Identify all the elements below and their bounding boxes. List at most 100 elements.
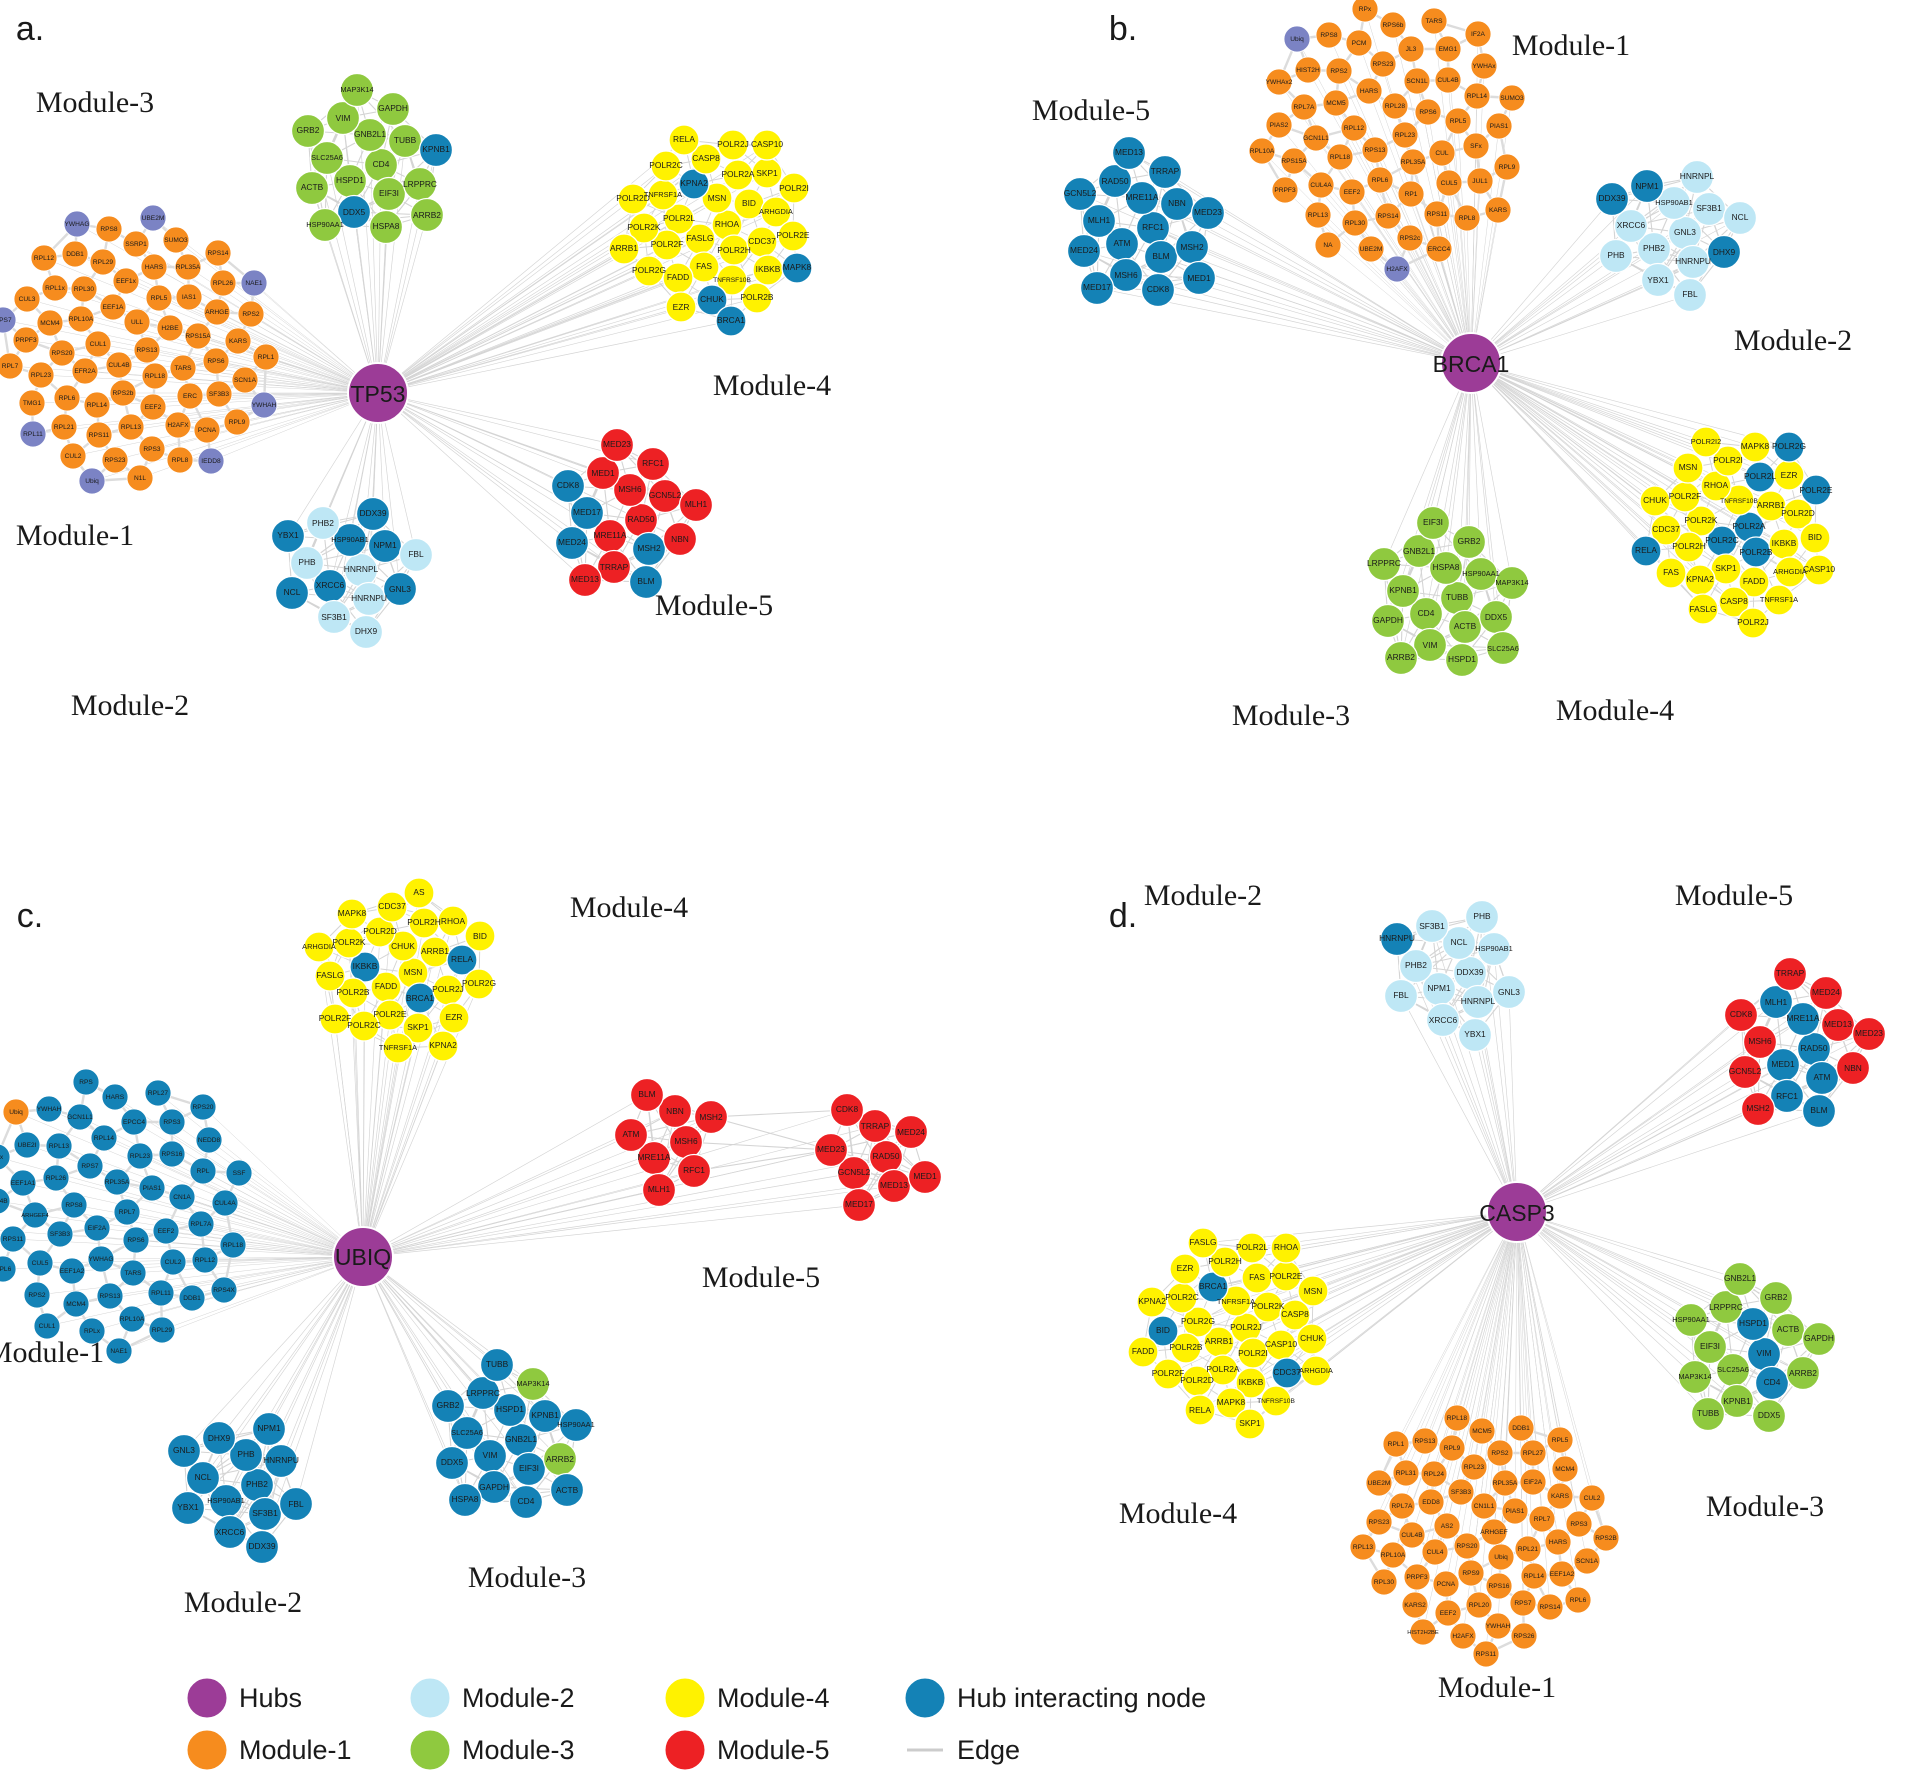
svg-text:SSF: SSF [233,1170,246,1177]
svg-text:HIST2H: HIST2H [1296,67,1320,74]
svg-text:RPS6b: RPS6b [1383,22,1404,29]
svg-text:EZR: EZR [446,1012,463,1022]
svg-text:DDX39: DDX39 [1457,967,1484,977]
svg-text:SF3B3: SF3B3 [209,391,229,398]
svg-text:RPL20: RPL20 [1469,1602,1489,1609]
svg-text:KPNA2: KPNA2 [1138,1296,1166,1306]
svg-text:RAD50: RAD50 [628,514,655,524]
svg-text:GNB2L1: GNB2L1 [505,1434,537,1444]
svg-text:Module-3: Module-3 [462,1735,575,1765]
svg-text:ARRB2: ARRB2 [1789,1368,1817,1378]
svg-text:RPS7: RPS7 [1514,1600,1532,1607]
svg-text:ATM: ATM [622,1129,639,1139]
svg-text:UBE2I: UBE2I [17,1142,36,1149]
svg-text:PIAS1: PIAS1 [1490,123,1509,130]
svg-text:CUL2: CUL2 [65,453,82,460]
svg-text:MCM4: MCM4 [1555,1466,1575,1473]
svg-text:RPL1x: RPL1x [45,285,65,292]
svg-text:MAP3K14: MAP3K14 [1495,578,1528,587]
svg-text:MED17: MED17 [1083,282,1111,292]
svg-text:SF3B1: SF3B1 [252,1508,278,1518]
svg-text:RPL23: RPL23 [31,372,51,379]
svg-text:RPS13: RPS13 [1415,1438,1436,1445]
svg-text:RPS8: RPS8 [1320,32,1338,39]
svg-text:HIST2H2BE: HIST2H2BE [1407,1630,1439,1636]
svg-text:RPL27: RPL27 [148,1090,168,1097]
svg-text:POLR2C: POLR2C [1705,535,1739,545]
svg-text:KPNB1: KPNB1 [422,144,450,154]
svg-text:RPL13: RPL13 [121,424,141,431]
svg-text:RPS23: RPS23 [105,457,126,464]
svg-text:CN1L1: CN1L1 [1474,1503,1495,1510]
svg-text:PIAS1: PIAS1 [1506,1508,1525,1515]
svg-text:RPL9: RPL9 [1444,1445,1461,1452]
svg-text:RPL21: RPL21 [54,424,74,431]
svg-text:GRB2: GRB2 [1765,1292,1788,1302]
svg-text:CDK8: CDK8 [836,1104,859,1114]
svg-text:EZR: EZR [1781,470,1798,480]
svg-text:TUBB: TUBB [1697,1408,1720,1418]
svg-text:MED13: MED13 [1824,1019,1852,1029]
svg-text:RPL30: RPL30 [1374,1579,1394,1586]
svg-text:RPL28: RPL28 [1385,103,1405,110]
svg-text:POLR2F: POLR2F [1669,491,1702,501]
svg-text:RPS2: RPS2 [1330,68,1348,75]
svg-text:RPL7: RPL7 [2,363,19,370]
svg-text:LRPPRC: LRPPRC [466,1388,500,1398]
svg-text:SF3B1: SF3B1 [1419,921,1445,931]
svg-text:RP1: RP1 [1405,191,1418,198]
svg-text:NCL: NCL [195,1472,212,1482]
svg-text:PRPF3: PRPF3 [15,337,37,344]
svg-text:MSN: MSN [1679,462,1698,472]
svg-text:CHUK: CHUK [1300,1333,1324,1343]
svg-text:CHUK: CHUK [391,941,415,951]
svg-text:Module-2: Module-2 [1734,324,1852,357]
svg-text:MSH2: MSH2 [1746,1103,1770,1113]
svg-text:IKBKB: IKBKB [1239,1377,1264,1387]
svg-text:DDX5: DDX5 [441,1457,464,1467]
svg-text:SKP1: SKP1 [1715,563,1737,573]
svg-text:POLR2K: POLR2K [627,222,660,232]
svg-text:ERC: ERC [183,393,197,400]
svg-text:GCN5L2: GCN5L2 [1064,188,1097,198]
svg-text:MLH1: MLH1 [648,1184,671,1194]
svg-text:KPNA2: KPNA2 [680,178,708,188]
svg-text:HSP90AB1: HSP90AB1 [1475,944,1512,953]
svg-text:RPL7A: RPL7A [191,1221,212,1228]
svg-text:YWHAH: YWHAH [1486,1623,1511,1630]
svg-text:MAPK8: MAPK8 [1217,1397,1246,1407]
svg-text:RPS15A: RPS15A [185,333,211,340]
svg-text:IF2A: IF2A [1471,31,1486,38]
svg-text:CHUK: CHUK [700,294,724,304]
svg-text:NPM1: NPM1 [1427,983,1451,993]
svg-text:RPL13: RPL13 [1353,1544,1373,1551]
svg-text:KPNA2: KPNA2 [429,1040,457,1050]
svg-text:BID: BID [1808,532,1822,542]
svg-text:EEF1x: EEF1x [116,278,136,285]
svg-text:HSPA8: HSPA8 [452,1494,479,1504]
svg-text:SF3B1: SF3B1 [1696,203,1722,213]
svg-text:RPL23: RPL23 [130,1153,150,1160]
svg-text:b.: b. [1109,10,1137,48]
svg-text:MED24: MED24 [558,537,586,547]
svg-text:FASLG: FASLG [1190,1237,1217,1247]
svg-text:ARHGDIA: ARHGDIA [1773,567,1807,576]
svg-text:POLR2H: POLR2H [717,245,751,255]
svg-text:FAS: FAS [696,261,712,271]
svg-text:RPL26: RPL26 [213,280,233,287]
svg-text:POLR2C: POLR2C [1165,1292,1199,1302]
svg-text:POLR2D: POLR2D [1781,508,1815,518]
svg-text:GCN1L1: GCN1L1 [1303,135,1329,142]
svg-text:HSPD1: HSPD1 [1448,654,1476,664]
svg-text:RPL18: RPL18 [223,1242,243,1249]
svg-text:GAPDH: GAPDH [1373,615,1403,625]
svg-text:TRRAP: TRRAP [600,562,629,572]
svg-text:RPL27: RPL27 [1523,1450,1543,1457]
svg-text:DDX5: DDX5 [343,207,366,217]
svg-text:RPL9: RPL9 [1499,164,1516,171]
svg-text:EIF3I: EIF3I [379,188,399,198]
svg-text:RELA: RELA [1189,1405,1211,1415]
svg-text:ARRB1: ARRB1 [1205,1336,1233,1346]
svg-text:CUL4A: CUL4A [1310,182,1332,189]
svg-text:IKBKB: IKBKB [756,264,781,274]
